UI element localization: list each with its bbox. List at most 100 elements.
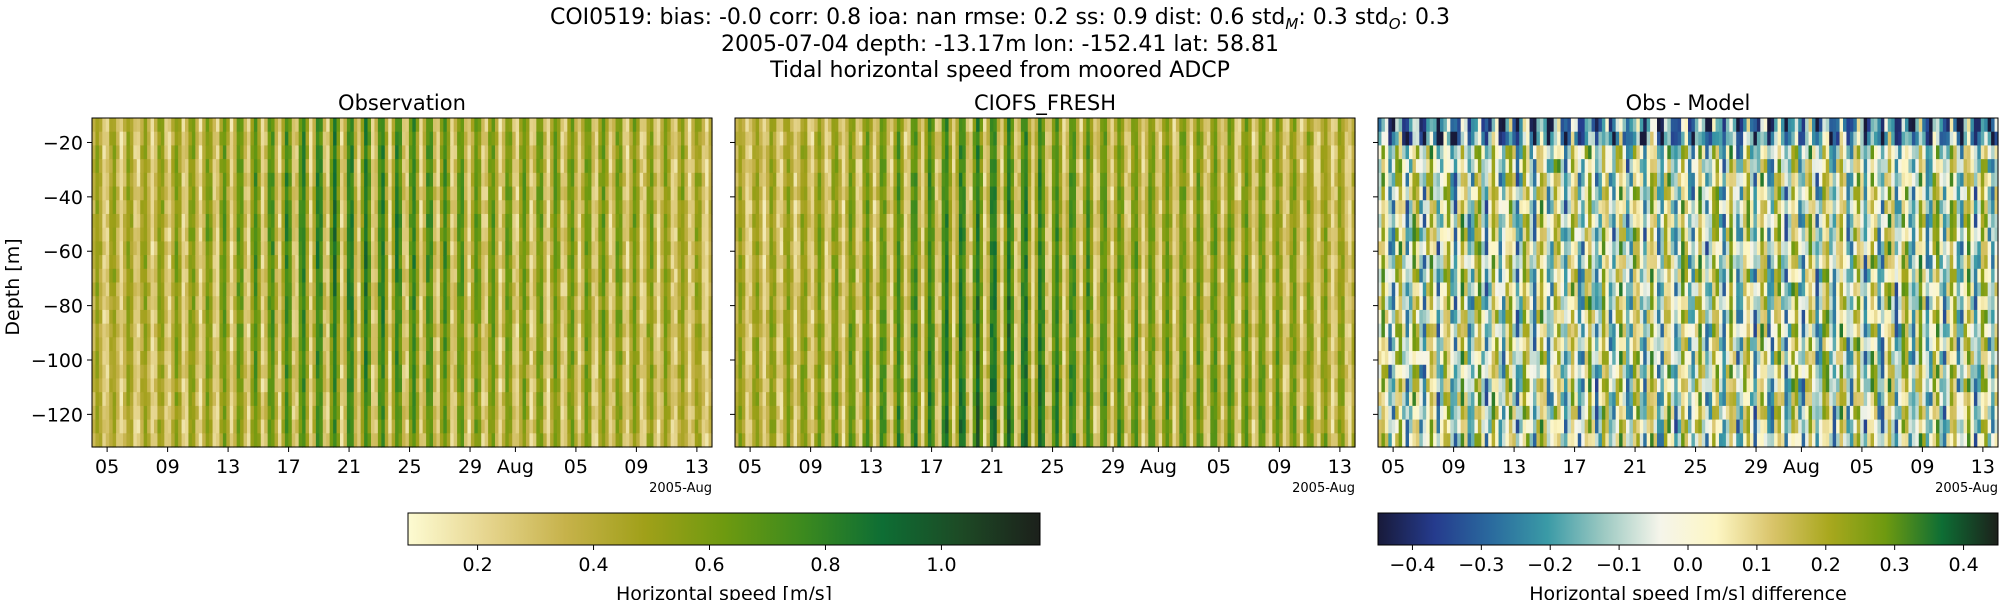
heatmap-cell bbox=[288, 241, 293, 256]
heatmap-cell bbox=[663, 351, 668, 366]
heatmap-cell bbox=[470, 419, 475, 434]
heatmap-cell bbox=[608, 145, 613, 160]
heatmap-cell bbox=[188, 241, 193, 256]
heatmap-cell bbox=[160, 433, 165, 448]
heatmap-cell bbox=[632, 213, 637, 229]
heatmap-cell bbox=[188, 351, 193, 366]
heatmap-cell bbox=[315, 351, 320, 366]
heatmap-cell bbox=[467, 337, 472, 352]
heatmap-cell bbox=[171, 172, 176, 188]
heatmap-cell bbox=[167, 227, 172, 242]
heatmap-cell bbox=[329, 296, 334, 311]
heatmap-cell bbox=[154, 241, 159, 256]
heatmap-cell bbox=[391, 213, 396, 229]
heatmap-cell bbox=[605, 145, 610, 160]
heatmap-cell bbox=[302, 200, 307, 215]
heatmap-cell bbox=[741, 309, 746, 325]
heatmap-cell bbox=[681, 227, 686, 242]
heatmap-cell bbox=[629, 405, 634, 421]
heatmap-cell bbox=[102, 378, 107, 393]
heatmap-cell bbox=[591, 419, 596, 434]
heatmap-cell bbox=[253, 145, 258, 160]
heatmap-cell bbox=[460, 241, 465, 256]
heatmap-cell bbox=[233, 131, 238, 147]
heatmap-cell bbox=[433, 351, 438, 366]
heatmap-cell bbox=[772, 351, 777, 366]
heatmap-cell bbox=[821, 186, 826, 201]
heatmap-cell bbox=[570, 268, 575, 284]
heatmap-cell bbox=[574, 282, 579, 297]
heatmap-cell bbox=[143, 159, 148, 174]
heatmap-cell bbox=[329, 268, 334, 284]
heatmap-cell bbox=[343, 337, 348, 352]
heatmap-cell bbox=[557, 405, 562, 421]
heatmap-cell bbox=[653, 351, 658, 366]
heatmap-cell bbox=[741, 419, 746, 434]
heatmap-cell bbox=[205, 419, 210, 434]
heatmap-cell bbox=[302, 186, 307, 201]
heatmap-cell bbox=[436, 213, 441, 229]
heatmap-cell bbox=[240, 131, 245, 147]
heatmap-cell bbox=[226, 241, 231, 256]
heatmap-cell bbox=[178, 282, 183, 297]
heatmap-cell bbox=[643, 213, 648, 229]
heatmap-cell bbox=[136, 227, 141, 242]
heatmap-cell bbox=[800, 419, 805, 434]
heatmap-cell bbox=[281, 433, 286, 448]
heatmap-cell bbox=[171, 145, 176, 160]
heatmap-cell bbox=[776, 433, 781, 448]
heatmap-cell bbox=[800, 213, 805, 229]
heatmap-cell bbox=[574, 268, 579, 284]
heatmap-cell bbox=[574, 186, 579, 201]
heatmap-cell bbox=[550, 172, 555, 188]
heatmap-cell bbox=[315, 186, 320, 201]
heatmap-cell bbox=[360, 227, 365, 242]
heatmap-cell bbox=[783, 255, 788, 270]
heatmap-cell bbox=[433, 200, 438, 215]
heatmap-cell bbox=[222, 282, 227, 297]
heatmap-cell bbox=[374, 118, 379, 133]
heatmap-cell bbox=[532, 159, 537, 174]
heatmap-cell bbox=[333, 337, 338, 352]
heatmap-cell bbox=[783, 159, 788, 174]
heatmap-cell bbox=[543, 364, 548, 380]
heatmap-cell bbox=[790, 255, 795, 270]
heatmap-cell bbox=[167, 145, 172, 160]
heatmap-cell bbox=[212, 255, 217, 270]
heatmap-cell bbox=[615, 213, 620, 229]
heatmap-cell bbox=[526, 255, 531, 270]
heatmap-cell bbox=[786, 433, 791, 448]
heatmap-cell bbox=[584, 145, 589, 160]
heatmap-cell bbox=[708, 337, 713, 352]
heatmap-cell bbox=[329, 419, 334, 434]
heatmap-cell bbox=[236, 145, 241, 160]
heatmap-cell bbox=[229, 186, 234, 201]
heatmap-cell bbox=[112, 378, 117, 393]
heatmap-cell bbox=[501, 131, 506, 147]
heatmap-cell bbox=[625, 172, 630, 188]
heatmap-cell bbox=[240, 296, 245, 311]
heatmap-cell bbox=[436, 186, 441, 201]
heatmap-cell bbox=[570, 323, 575, 338]
heatmap-cell bbox=[810, 131, 815, 147]
heatmap-cell bbox=[522, 419, 527, 434]
heatmap-cell bbox=[681, 419, 686, 434]
heatmap-cell bbox=[309, 282, 314, 297]
heatmap-cell bbox=[333, 213, 338, 229]
heatmap-cell bbox=[395, 378, 400, 393]
heatmap-cell bbox=[656, 172, 661, 188]
heatmap-cell bbox=[584, 433, 589, 448]
heatmap-cell bbox=[160, 186, 165, 201]
heatmap-cell bbox=[157, 337, 162, 352]
heatmap-cell bbox=[481, 227, 486, 242]
heatmap-cell bbox=[226, 351, 231, 366]
heatmap-cell bbox=[105, 296, 110, 311]
heatmap-cell bbox=[260, 405, 265, 421]
heatmap-cell bbox=[667, 337, 672, 352]
heatmap-cell bbox=[157, 145, 162, 160]
heatmap-cell bbox=[705, 419, 710, 434]
heatmap-cell bbox=[495, 433, 500, 448]
heatmap-cell bbox=[574, 227, 579, 242]
heatmap-cell bbox=[322, 172, 327, 188]
heatmap-cell bbox=[446, 323, 451, 338]
